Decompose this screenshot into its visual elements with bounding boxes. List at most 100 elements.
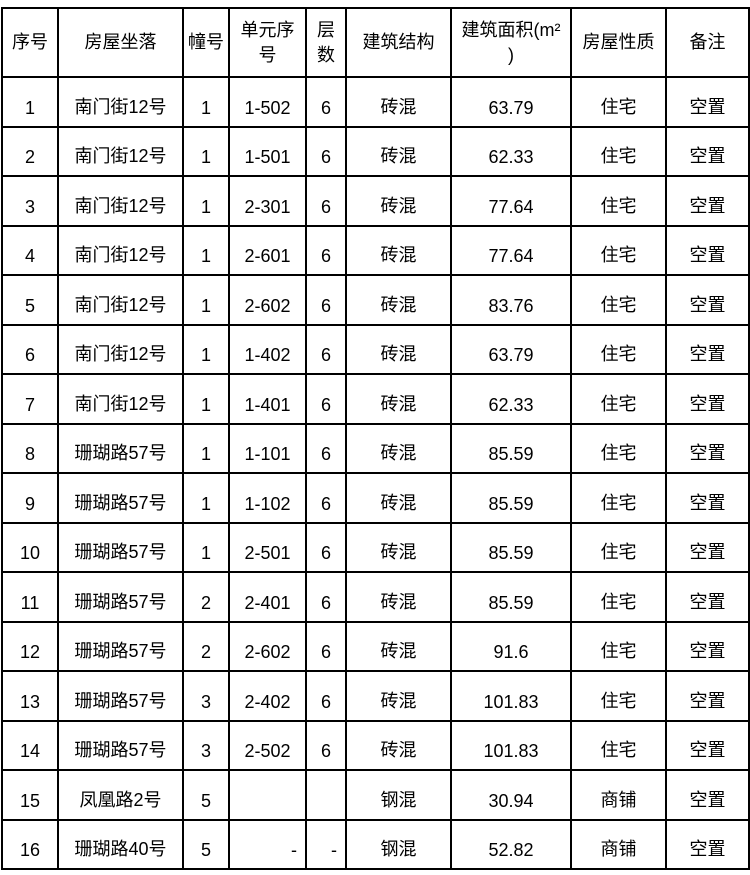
table-cell: 3 [182, 719, 230, 771]
table-cell: 砖混 [345, 224, 452, 276]
table-cell: 空置 [665, 323, 750, 375]
table-cell: 砖混 [345, 274, 452, 326]
table-cell: 2-601 [228, 224, 307, 276]
table-cell: 住宅 [570, 422, 667, 474]
table-cell: 1 [182, 521, 230, 573]
table-cell: 1-402 [228, 323, 307, 375]
table-cell: 7 [1, 373, 59, 425]
table-row: 8 珊瑚路57号 1 1-101 6 砖混 85.59 住宅 空置 [1, 422, 750, 474]
table-cell: 6 [305, 472, 347, 524]
table-cell: 63.79 [450, 76, 572, 128]
table-header: 序号 房屋坐落 幢号 单元序号 层数 建筑结构 建筑面积(m² ) 房屋性质 备注 [1, 7, 750, 78]
table-cell: 1 [182, 472, 230, 524]
column-header-col-serial-number: 序号 [1, 7, 59, 78]
table-cell: 62.33 [450, 125, 572, 177]
table-cell: 6 [305, 224, 347, 276]
table-cell: 11 [1, 571, 59, 623]
table-cell: 1 [182, 76, 230, 128]
table-cell: 空置 [665, 620, 750, 672]
table-cell: 1 [182, 323, 230, 375]
table-cell: 南门街12号 [57, 125, 184, 177]
table-row: 16 珊瑚路40号 5- - 钢混 52.82 商铺 空置 [1, 818, 750, 870]
table-row: 11 珊瑚路57号 2 2-401 6 砖混 85.59 住宅 空置 [1, 571, 750, 623]
table-cell: 砖混 [345, 76, 452, 128]
table-cell: 1 [182, 373, 230, 425]
table-cell: 住宅 [570, 670, 667, 722]
table-cell: - [305, 818, 347, 870]
table-cell: 1 [182, 224, 230, 276]
table-row: 14 珊瑚路57号 3 2-502 6 砖混 101.83 住宅 空置 [1, 719, 750, 771]
table-cell: 砖混 [345, 125, 452, 177]
table-cell: 5 [1, 274, 59, 326]
table-row: 12 珊瑚路57号 2 2-602 6 砖混 91.6 住宅 空置 [1, 620, 750, 672]
table-cell: 砖混 [345, 670, 452, 722]
table-cell: 52.82 [450, 818, 572, 870]
column-header-col-house-location: 房屋坐落 [57, 7, 184, 78]
table-cell: 85.59 [450, 422, 572, 474]
table-cell: 5 [182, 818, 230, 870]
table-cell: 珊瑚路57号 [57, 472, 184, 524]
table-cell: 空置 [665, 373, 750, 425]
table-cell: 钢混 [345, 818, 452, 870]
table-row: 3 南门街12号 1 2-301 6 砖混 77.64 住宅 空置 [1, 175, 750, 227]
table-cell [228, 769, 307, 821]
table-cell: 83.76 [450, 274, 572, 326]
table-cell: 1-101 [228, 422, 307, 474]
table-row: 2 南门街12号 1 1-501 6 砖混 62.33 住宅 空置 [1, 125, 750, 177]
table-cell: - [228, 818, 307, 870]
table-cell: 空置 [665, 224, 750, 276]
table-cell: 钢混 [345, 769, 452, 821]
table-cell: 住宅 [570, 175, 667, 227]
table-cell: 1 [182, 175, 230, 227]
table-cell: 住宅 [570, 323, 667, 375]
table-cell: 砖混 [345, 571, 452, 623]
table-cell: 2-501 [228, 521, 307, 573]
table-cell: 南门街12号 [57, 274, 184, 326]
table-cell: 砖混 [345, 422, 452, 474]
table-row: 10 珊瑚路57号 1 2-501 6 砖混 85.59 住宅 空置 [1, 521, 750, 573]
table-cell: 6 [305, 571, 347, 623]
table-cell: 住宅 [570, 719, 667, 771]
table-cell [305, 769, 347, 821]
table-cell: 10 [1, 521, 59, 573]
column-header-col-floor-count: 层数 [305, 7, 347, 78]
table-cell: 91.6 [450, 620, 572, 672]
table-cell: 77.64 [450, 224, 572, 276]
table-cell: 1-501 [228, 125, 307, 177]
table-cell: 珊瑚路57号 [57, 422, 184, 474]
table-cell: 砖混 [345, 373, 452, 425]
table-cell: 6 [305, 373, 347, 425]
table-row: 7 南门街12号 1 1-401 6 砖混 62.33 住宅 空置 [1, 373, 750, 425]
table-cell: 30.94 [450, 769, 572, 821]
table-cell: 1-102 [228, 472, 307, 524]
table-cell: 住宅 [570, 373, 667, 425]
table-cell: 砖混 [345, 323, 452, 375]
table-cell: 62.33 [450, 373, 572, 425]
table-cell: 2-602 [228, 274, 307, 326]
table-cell: 珊瑚路57号 [57, 670, 184, 722]
table-cell: 101.83 [450, 719, 572, 771]
table-cell: 6 [305, 125, 347, 177]
table-cell: 珊瑚路40号 [57, 818, 184, 870]
column-header-col-unit-number: 单元序号 [228, 7, 307, 78]
table-row: 6 南门街12号 1 1-402 6 砖混 63.79 住宅 空置 [1, 323, 750, 375]
table-row: 13 珊瑚路57号 3 2-402 6 砖混 101.83 住宅 空置 [1, 670, 750, 722]
table-cell: 南门街12号 [57, 224, 184, 276]
table-cell: 5 [182, 769, 230, 821]
table-cell: 空置 [665, 769, 750, 821]
table-cell: 3 [1, 175, 59, 227]
table-cell: 珊瑚路57号 [57, 521, 184, 573]
table-cell: 砖混 [345, 620, 452, 672]
table-cell: 空置 [665, 818, 750, 870]
table-cell: 1 [182, 422, 230, 474]
column-header-col-building-structure: 建筑结构 [345, 7, 452, 78]
table-body: 1 南门街12号 1 1-502 6 砖混 63.79 住宅 空置 2 南门街12号 1 1-501 6 砖… [1, 76, 750, 870]
table-cell: 2 [1, 125, 59, 177]
table-cell: 6 [305, 323, 347, 375]
table-cell: 住宅 [570, 224, 667, 276]
table-cell: 85.59 [450, 472, 572, 524]
table-cell: 4 [1, 224, 59, 276]
table-cell: 住宅 [570, 472, 667, 524]
column-header-col-building-area: 建筑面积(m² ) [450, 7, 572, 78]
table-cell: 砖混 [345, 521, 452, 573]
